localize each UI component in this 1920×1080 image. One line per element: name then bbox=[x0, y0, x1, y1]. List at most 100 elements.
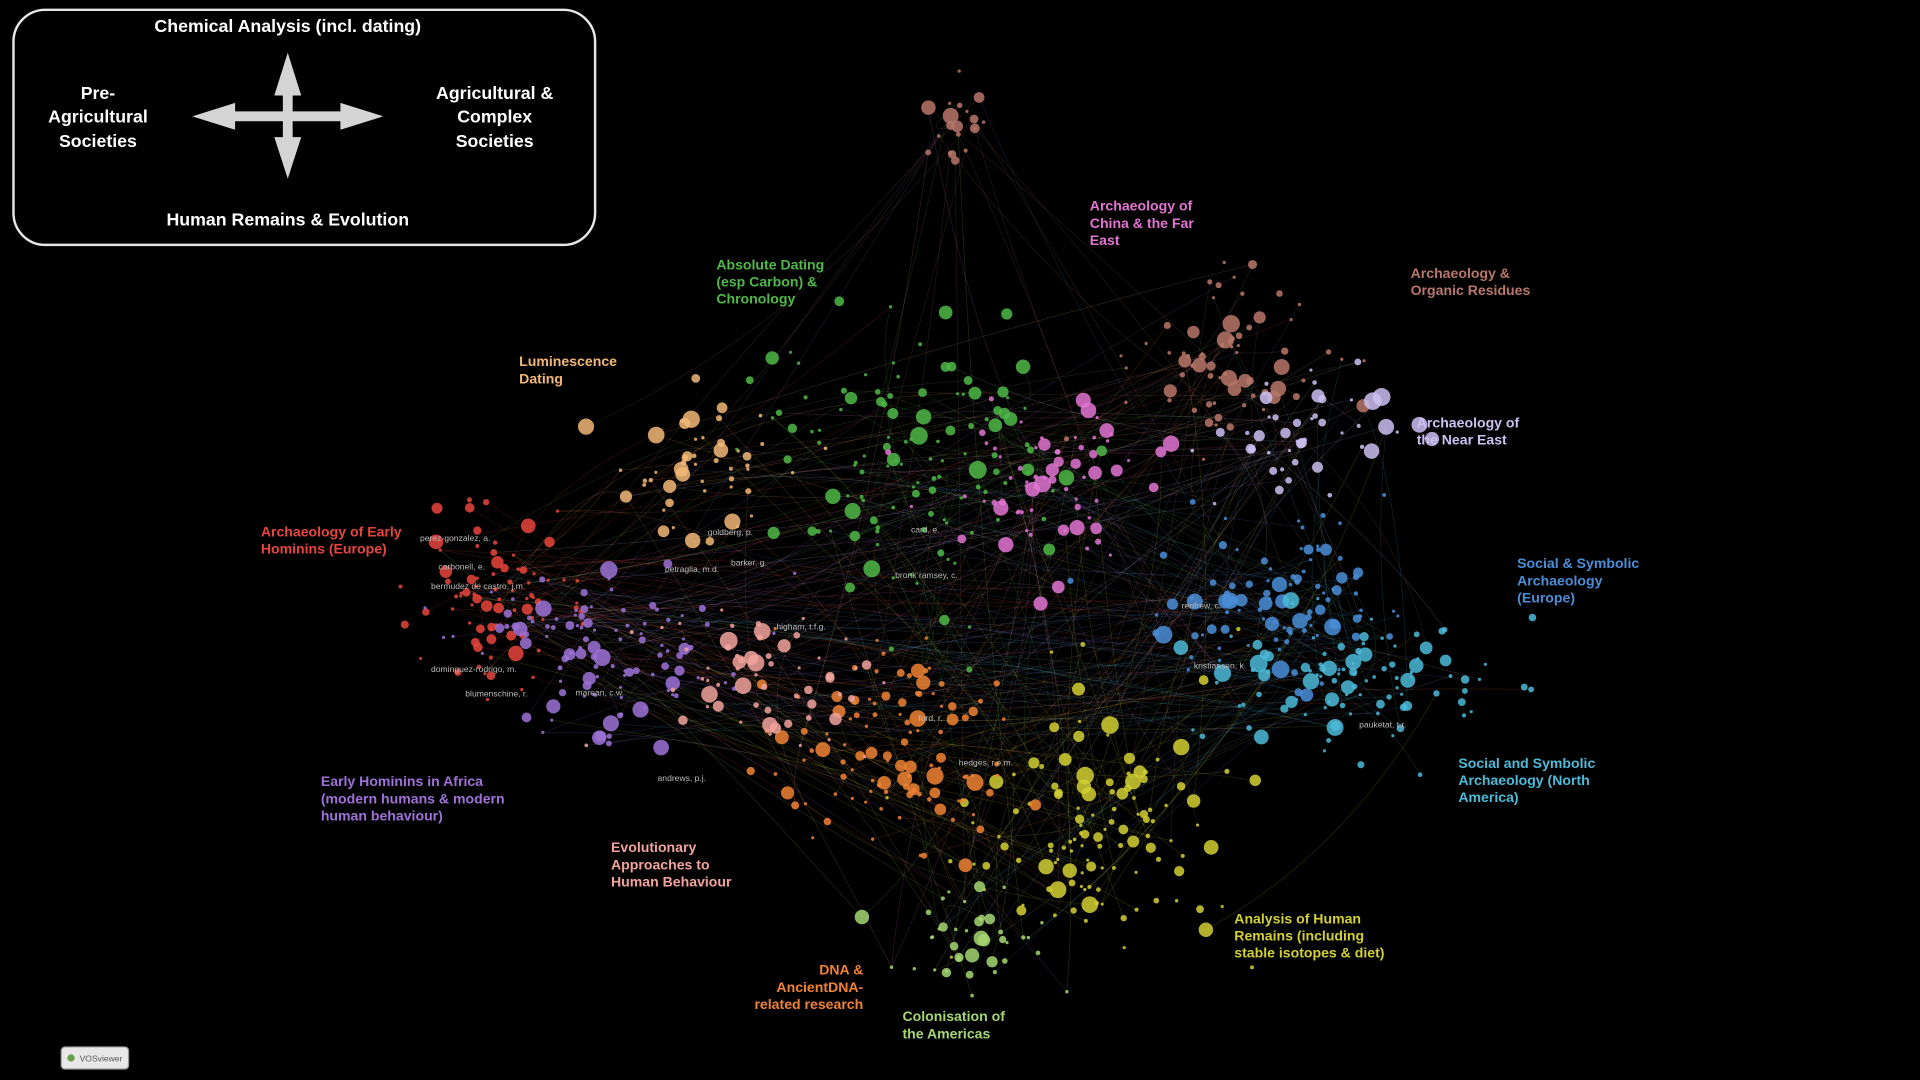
node bbox=[665, 676, 680, 691]
node bbox=[719, 631, 738, 650]
node bbox=[1345, 653, 1362, 670]
node bbox=[1439, 654, 1452, 667]
node bbox=[921, 526, 927, 533]
node bbox=[1261, 408, 1266, 412]
node bbox=[887, 392, 894, 399]
node bbox=[1035, 950, 1041, 956]
node bbox=[439, 565, 453, 578]
node bbox=[845, 582, 856, 593]
node bbox=[998, 536, 1014, 553]
node bbox=[618, 637, 623, 642]
node bbox=[662, 508, 666, 512]
node bbox=[1055, 449, 1061, 455]
edge bbox=[644, 623, 877, 672]
node bbox=[1274, 485, 1284, 495]
node bbox=[1068, 879, 1076, 887]
edge bbox=[702, 476, 995, 503]
node-label: pauketat, t.r. bbox=[1359, 719, 1406, 729]
node bbox=[1163, 384, 1177, 398]
edge bbox=[692, 540, 1299, 693]
node bbox=[912, 489, 920, 498]
node bbox=[1359, 631, 1369, 642]
node bbox=[1167, 351, 1172, 355]
node bbox=[1416, 657, 1420, 661]
edge bbox=[892, 411, 1297, 424]
node bbox=[1320, 512, 1326, 518]
node bbox=[579, 625, 584, 630]
node bbox=[1349, 398, 1354, 402]
node bbox=[1199, 733, 1206, 740]
node bbox=[1100, 902, 1104, 906]
node bbox=[1080, 844, 1084, 848]
node bbox=[706, 666, 710, 670]
vosviewer-badge[interactable]: VOSviewer bbox=[60, 1046, 130, 1070]
node bbox=[1361, 641, 1366, 646]
edge bbox=[510, 97, 980, 636]
node bbox=[1063, 436, 1070, 442]
node bbox=[1118, 824, 1129, 835]
node bbox=[720, 608, 724, 612]
edge bbox=[532, 677, 1085, 890]
node bbox=[894, 459, 898, 463]
node bbox=[742, 451, 752, 461]
edge bbox=[528, 489, 933, 584]
node bbox=[978, 914, 985, 922]
node bbox=[968, 423, 975, 429]
node bbox=[769, 722, 782, 734]
node bbox=[492, 540, 498, 545]
node bbox=[1303, 544, 1314, 555]
edge bbox=[1054, 397, 1275, 916]
edge bbox=[946, 327, 1250, 524]
node bbox=[1340, 357, 1344, 361]
edge bbox=[425, 306, 891, 613]
edge bbox=[621, 444, 1028, 698]
node bbox=[1028, 532, 1033, 537]
node bbox=[472, 594, 482, 604]
node bbox=[648, 477, 654, 483]
node bbox=[735, 666, 740, 671]
node bbox=[704, 621, 710, 627]
node bbox=[1324, 692, 1340, 707]
node bbox=[991, 499, 998, 506]
badge-frame[interactable] bbox=[60, 1046, 130, 1070]
node bbox=[1096, 887, 1101, 892]
node bbox=[618, 468, 623, 472]
node bbox=[582, 618, 593, 628]
node bbox=[964, 929, 969, 933]
node bbox=[728, 466, 733, 471]
node bbox=[853, 460, 858, 465]
node bbox=[1260, 557, 1269, 565]
node bbox=[1039, 763, 1045, 769]
badge-text[interactable]: VOSviewer bbox=[80, 1054, 123, 1064]
edge bbox=[484, 450, 722, 674]
node bbox=[900, 738, 909, 746]
cluster-label: Hominins (Europe) bbox=[261, 540, 387, 556]
node bbox=[580, 588, 588, 597]
node bbox=[1086, 861, 1097, 872]
node bbox=[1235, 332, 1243, 340]
node bbox=[532, 572, 536, 576]
node bbox=[1338, 521, 1342, 526]
node bbox=[951, 120, 964, 133]
node bbox=[1340, 680, 1355, 695]
node bbox=[1095, 415, 1099, 420]
node bbox=[1001, 717, 1006, 721]
node bbox=[761, 683, 768, 690]
node bbox=[891, 576, 895, 580]
node bbox=[1300, 662, 1311, 673]
node bbox=[729, 485, 733, 489]
node bbox=[1209, 579, 1217, 586]
node bbox=[1327, 492, 1333, 498]
node bbox=[575, 578, 580, 583]
edge bbox=[969, 705, 1240, 975]
edge bbox=[621, 442, 820, 715]
node bbox=[577, 418, 595, 435]
node bbox=[940, 459, 944, 463]
node bbox=[1026, 446, 1035, 454]
node bbox=[897, 815, 902, 820]
node bbox=[1124, 784, 1132, 793]
node bbox=[701, 436, 705, 440]
edge bbox=[884, 403, 1260, 442]
node bbox=[694, 437, 698, 441]
node bbox=[1312, 413, 1318, 419]
